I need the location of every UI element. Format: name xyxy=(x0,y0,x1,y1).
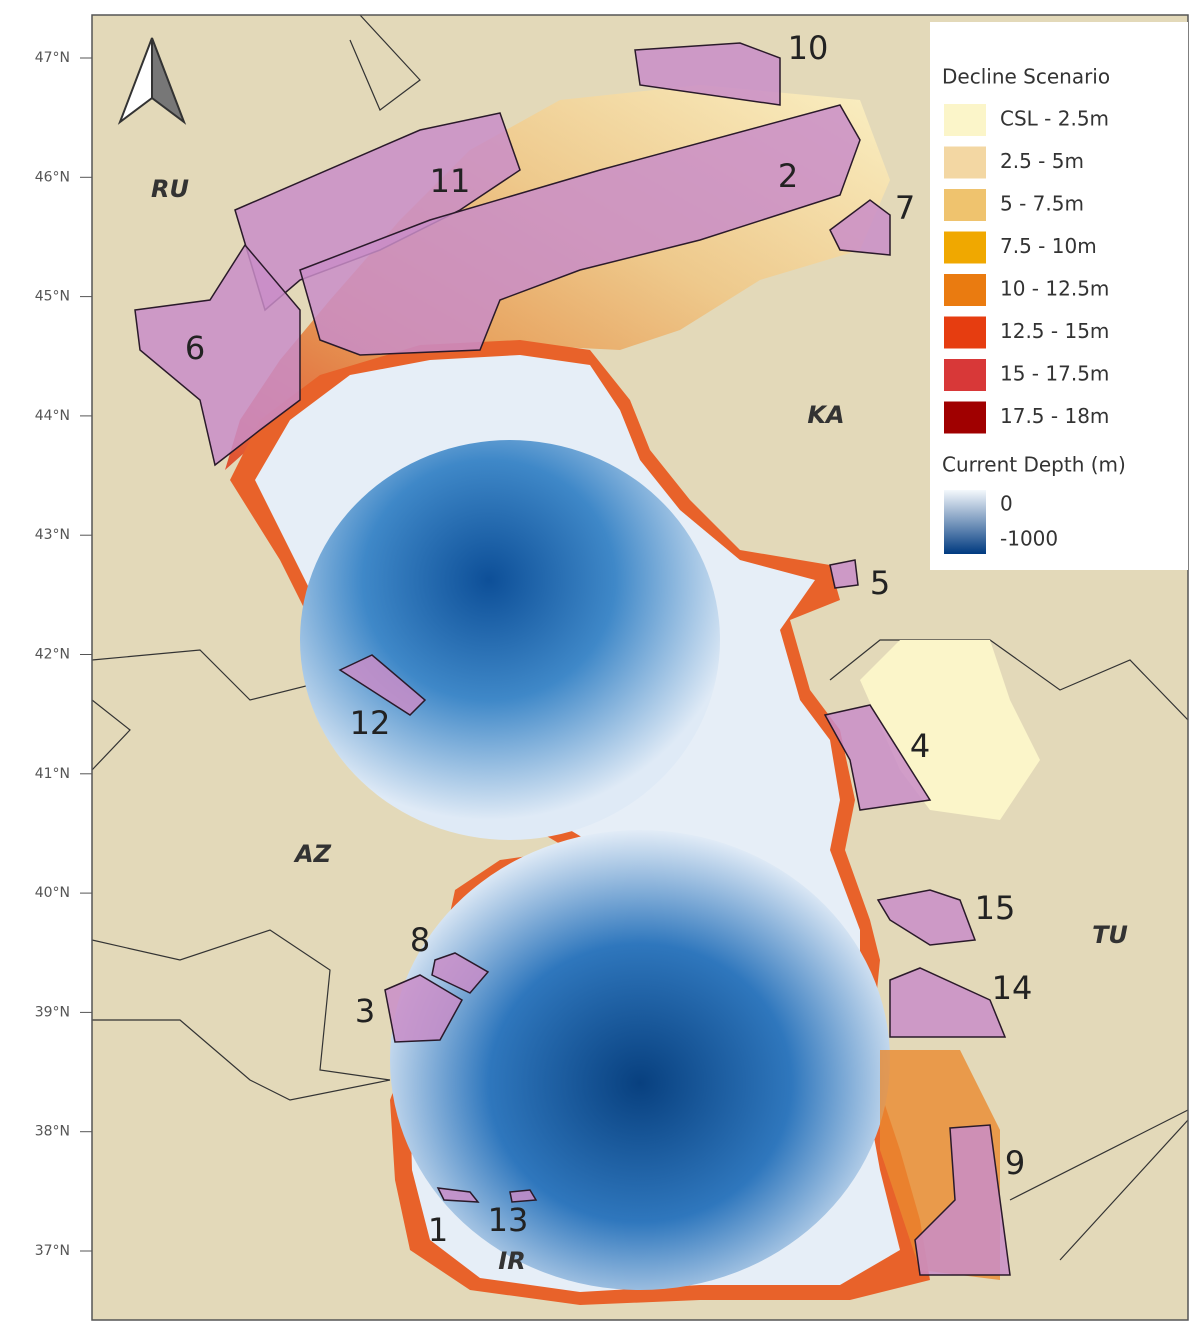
region-label: 3 xyxy=(355,992,375,1030)
north-arrow xyxy=(117,37,187,125)
latitude-label: 39°N xyxy=(35,1004,70,1020)
zone xyxy=(889,967,1007,1038)
zone xyxy=(299,104,861,356)
middle-basin xyxy=(300,440,720,840)
region-label: 14 xyxy=(992,969,1033,1007)
country-label: RU xyxy=(151,175,189,203)
legend-swatch xyxy=(944,316,986,349)
country-label: TU xyxy=(1092,921,1128,949)
zone xyxy=(829,199,891,256)
legend-label: 12.5 - 15m xyxy=(1000,319,1109,343)
zone xyxy=(829,559,859,589)
legend-label: 10 - 12.5m xyxy=(1000,277,1109,301)
country-label: IR xyxy=(498,1247,525,1275)
zone xyxy=(384,974,464,1043)
zone xyxy=(634,42,781,106)
zone xyxy=(431,952,490,994)
legend-label: 15 - 17.5m xyxy=(1000,362,1109,386)
legend-label: 5 - 7.5m xyxy=(1000,192,1084,216)
region-label: 10 xyxy=(788,29,829,67)
legend-label: 17.5 - 18m xyxy=(1000,404,1109,428)
zone xyxy=(876,889,977,946)
legend-label: 2.5 - 5m xyxy=(1000,149,1084,173)
latitude-label: 46°N xyxy=(35,169,70,185)
region-label: 4 xyxy=(910,727,930,765)
latitude-label: 41°N xyxy=(35,766,70,782)
legend-swatch xyxy=(944,231,986,264)
zone xyxy=(134,243,301,467)
region-label: 13 xyxy=(488,1201,529,1239)
depth-label: 0 xyxy=(1000,492,1013,516)
region-label: 5 xyxy=(870,564,890,602)
region-label: 6 xyxy=(185,329,205,367)
map-frame xyxy=(91,14,1189,1321)
zone xyxy=(509,1189,538,1203)
region-label: 9 xyxy=(1005,1144,1025,1182)
legend-label: CSL - 2.5m xyxy=(1000,107,1109,131)
region-label: 7 xyxy=(895,189,915,227)
region-label: 15 xyxy=(975,889,1016,927)
depth-label: -1000 xyxy=(1000,527,1058,551)
legend-title: Decline Scenario xyxy=(942,65,1110,89)
latitude-label: 42°N xyxy=(35,647,70,663)
region-label: 2 xyxy=(778,157,798,195)
legend-swatch xyxy=(944,401,986,434)
legend-swatch xyxy=(944,274,986,306)
region-label: 8 xyxy=(410,921,430,959)
legend-swatch xyxy=(944,359,986,391)
zone xyxy=(338,654,427,716)
legend-swatch xyxy=(944,189,986,221)
south-basin xyxy=(390,830,890,1290)
region-label: 11 xyxy=(430,162,471,200)
latitude-label: 40°N xyxy=(35,885,70,901)
depth-ramp xyxy=(944,490,986,554)
zone xyxy=(436,1187,480,1203)
zone xyxy=(823,704,932,811)
latitude-label: 47°N xyxy=(35,50,70,66)
latitude-label: 37°N xyxy=(35,1243,70,1259)
latitude-label: 43°N xyxy=(35,527,70,543)
country-label: KA xyxy=(807,401,844,429)
legend-swatch xyxy=(944,104,986,136)
country-label: AZ xyxy=(293,840,332,868)
region-label: 1 xyxy=(428,1211,448,1249)
depth-title: Current Depth (m) xyxy=(942,453,1126,477)
region-label: 12 xyxy=(350,704,391,742)
latitude-label: 38°N xyxy=(35,1124,70,1140)
legend-swatch xyxy=(944,146,986,179)
latitude-label: 45°N xyxy=(35,289,70,305)
borders xyxy=(92,15,1188,1261)
latitude-label: 44°N xyxy=(35,408,70,424)
zone xyxy=(914,1124,1011,1276)
legend-label: 7.5 - 10m xyxy=(1000,234,1097,258)
legend: Decline Scenario Current Depth (m) 0 -10… xyxy=(930,22,1188,570)
